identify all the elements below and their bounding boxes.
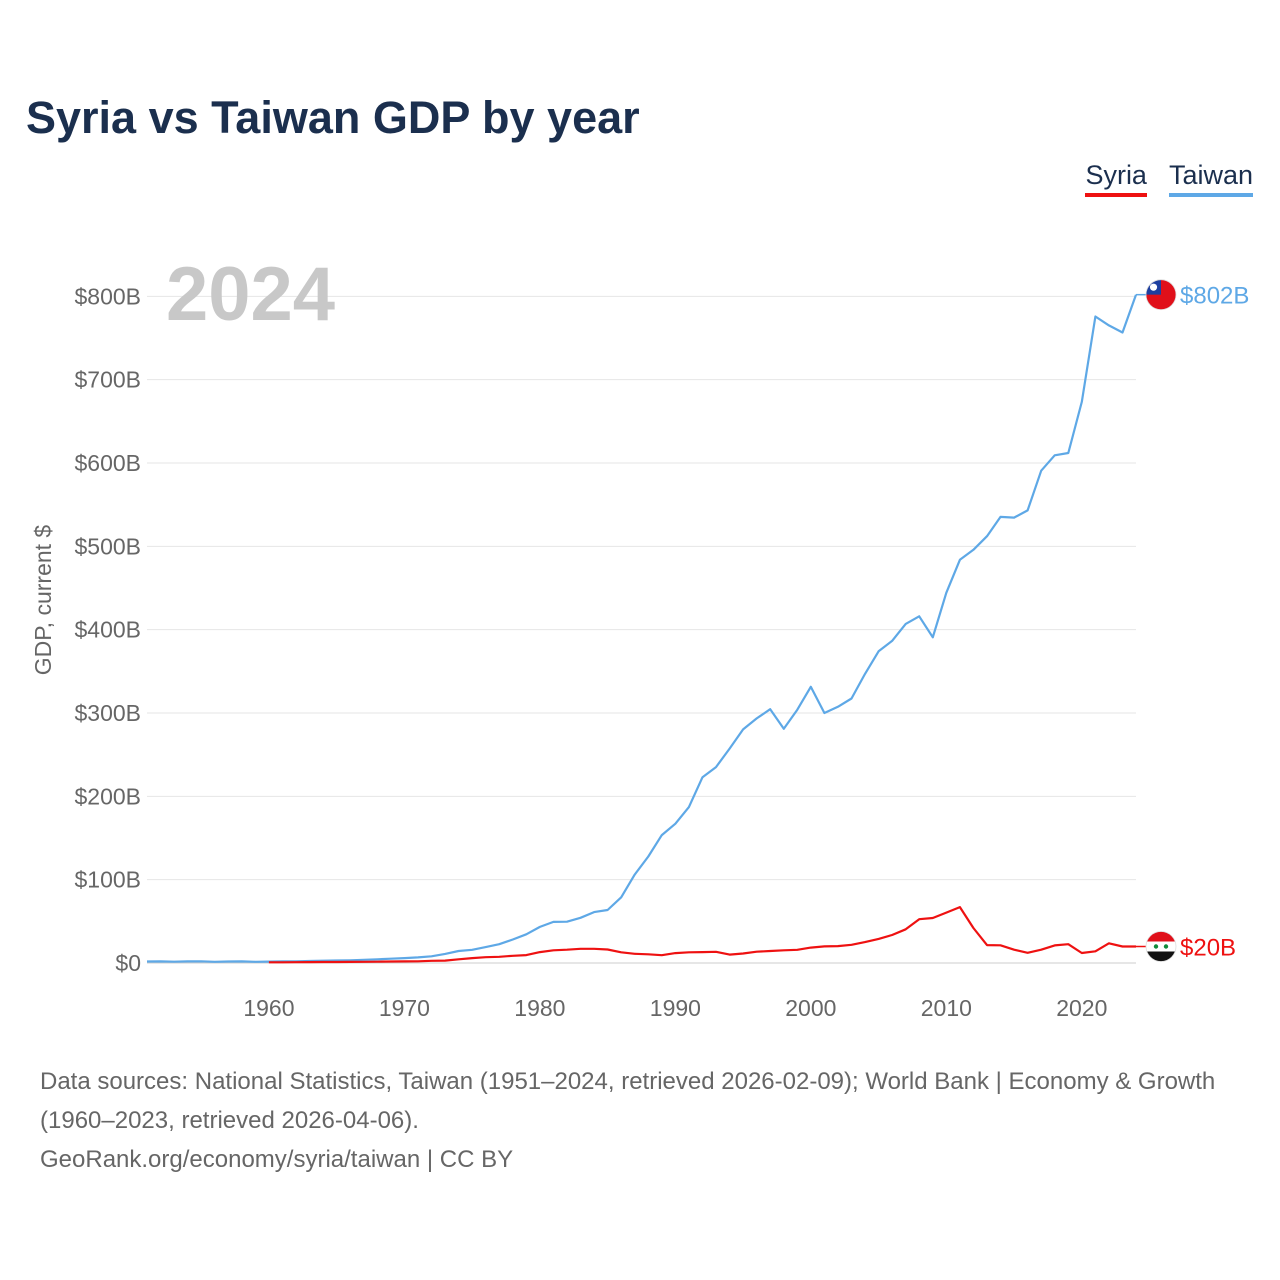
series-line-syria[interactable] [268,905,1136,964]
credit-link[interactable]: GeoRank.org/economy/syria/taiwan | CC BY [40,1146,514,1173]
y-axis-ticks: $0 $100B $200B $300B $400B $500B $600B $700B $80… [74,283,141,976]
x-tick-label: 2010 [921,995,972,1021]
y-tick-label: $700B [74,367,141,393]
y-tick-label: $800B [74,283,141,309]
x-tick-label: 2000 [785,995,836,1021]
data-sources-note: Data sources: National Statistics, Taiwa… [40,1068,1216,1134]
y-tick-label: $500B [74,533,141,559]
y-tick-label: $200B [74,783,141,809]
series-line-taiwan[interactable] [146,294,1138,963]
x-tick-label: 1990 [650,995,701,1021]
x-tick-label: 1970 [379,995,430,1021]
endpoint-layer: $802B $20B [1136,279,1249,962]
x-tick-label: 1980 [514,995,565,1021]
taiwan-flag-icon [1145,279,1177,311]
series-layer [146,294,1138,964]
y-tick-label: $100B [74,867,141,893]
x-tick-label: 1960 [243,995,294,1021]
y-tick-label: $300B [74,700,141,726]
year-watermark: 2024 [166,252,335,337]
legend: Syria Taiwan [1085,160,1253,197]
x-tick-label: 2020 [1056,995,1107,1021]
legend-item-syria[interactable]: Syria [1085,160,1147,197]
y-axis-label: GDP, current $ [30,525,56,676]
y-tick-label: $0 [115,950,141,976]
y-tick-label: $400B [74,617,141,643]
syria-flag-icon [1145,931,1177,962]
x-axis-ticks: 1960 1970 1980 1990 2000 2010 2020 [243,995,1107,1021]
gdp-line-chart: 2024 GDP, current $ $0 $100B $200B $300B $40… [30,252,1249,1021]
end-value-label-syria: $20B [1180,935,1236,962]
chart-title: Syria vs Taiwan GDP by year [26,92,640,143]
end-value-label-taiwan: $802B [1180,283,1249,310]
footer: Data sources: National Statistics, Taiwa… [40,1062,1240,1179]
legend-item-taiwan[interactable]: Taiwan [1168,160,1253,197]
y-tick-label: $600B [74,450,141,476]
grid-layer [147,295,1136,964]
